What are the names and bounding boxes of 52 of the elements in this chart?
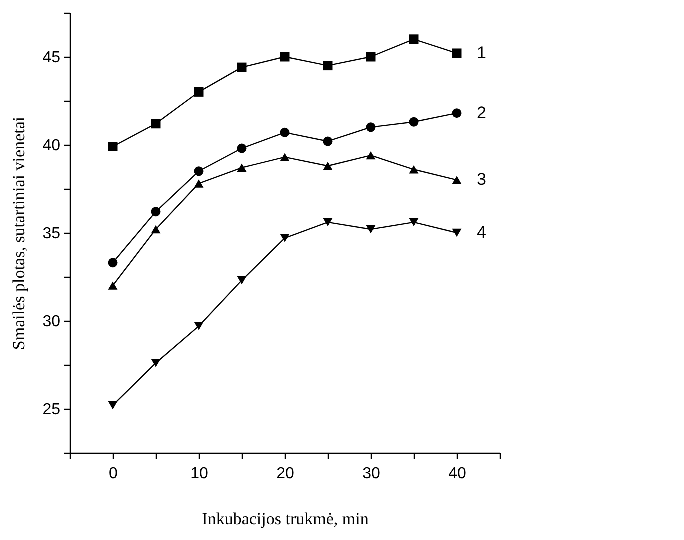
point — [237, 276, 247, 285]
point — [237, 144, 247, 154]
y-tick-label: 25 — [42, 402, 61, 418]
point — [409, 117, 419, 127]
point — [108, 282, 118, 290]
x-tick-label: 10 — [190, 466, 208, 482]
y-tick-label: 30 — [42, 314, 61, 330]
point — [151, 359, 161, 368]
point — [452, 228, 462, 238]
point — [323, 61, 333, 71]
point — [409, 34, 419, 44]
x-tick-label: 30 — [362, 466, 380, 482]
series-label: 1 — [477, 43, 486, 62]
point — [452, 108, 462, 118]
point — [366, 225, 376, 234]
series-label: 4 — [477, 223, 486, 242]
point — [323, 136, 333, 146]
series-label: 2 — [477, 103, 486, 122]
point — [108, 258, 118, 268]
point — [366, 151, 376, 160]
point — [280, 234, 290, 242]
point — [409, 166, 419, 174]
point — [194, 87, 204, 97]
point — [237, 62, 247, 72]
point — [151, 207, 161, 217]
point — [323, 162, 333, 170]
x-tick-label: 0 — [109, 466, 118, 482]
point — [108, 142, 118, 152]
point — [452, 176, 462, 184]
point — [194, 166, 204, 176]
y-tick-label: 40 — [42, 138, 61, 154]
point — [409, 218, 419, 227]
point — [452, 48, 462, 58]
y-axis-title: Smailės plotas, sutartiniai vienetai — [10, 116, 29, 350]
point — [151, 119, 161, 129]
point — [280, 52, 290, 62]
y-tick-label: 35 — [42, 226, 61, 242]
x-axis-title: Inkubacijos trukmė, min — [202, 510, 370, 528]
point — [366, 122, 376, 132]
x-tick-label: 40 — [448, 466, 466, 482]
point — [323, 218, 333, 227]
point — [194, 180, 204, 188]
x-tick-label: 20 — [276, 466, 294, 482]
y-tick-label: 45 — [42, 50, 61, 66]
series-label: 3 — [477, 170, 486, 190]
point — [280, 128, 290, 138]
point — [366, 52, 376, 62]
point — [237, 164, 247, 172]
point — [280, 153, 290, 162]
point — [151, 225, 161, 234]
point — [108, 401, 118, 410]
point — [194, 322, 204, 330]
